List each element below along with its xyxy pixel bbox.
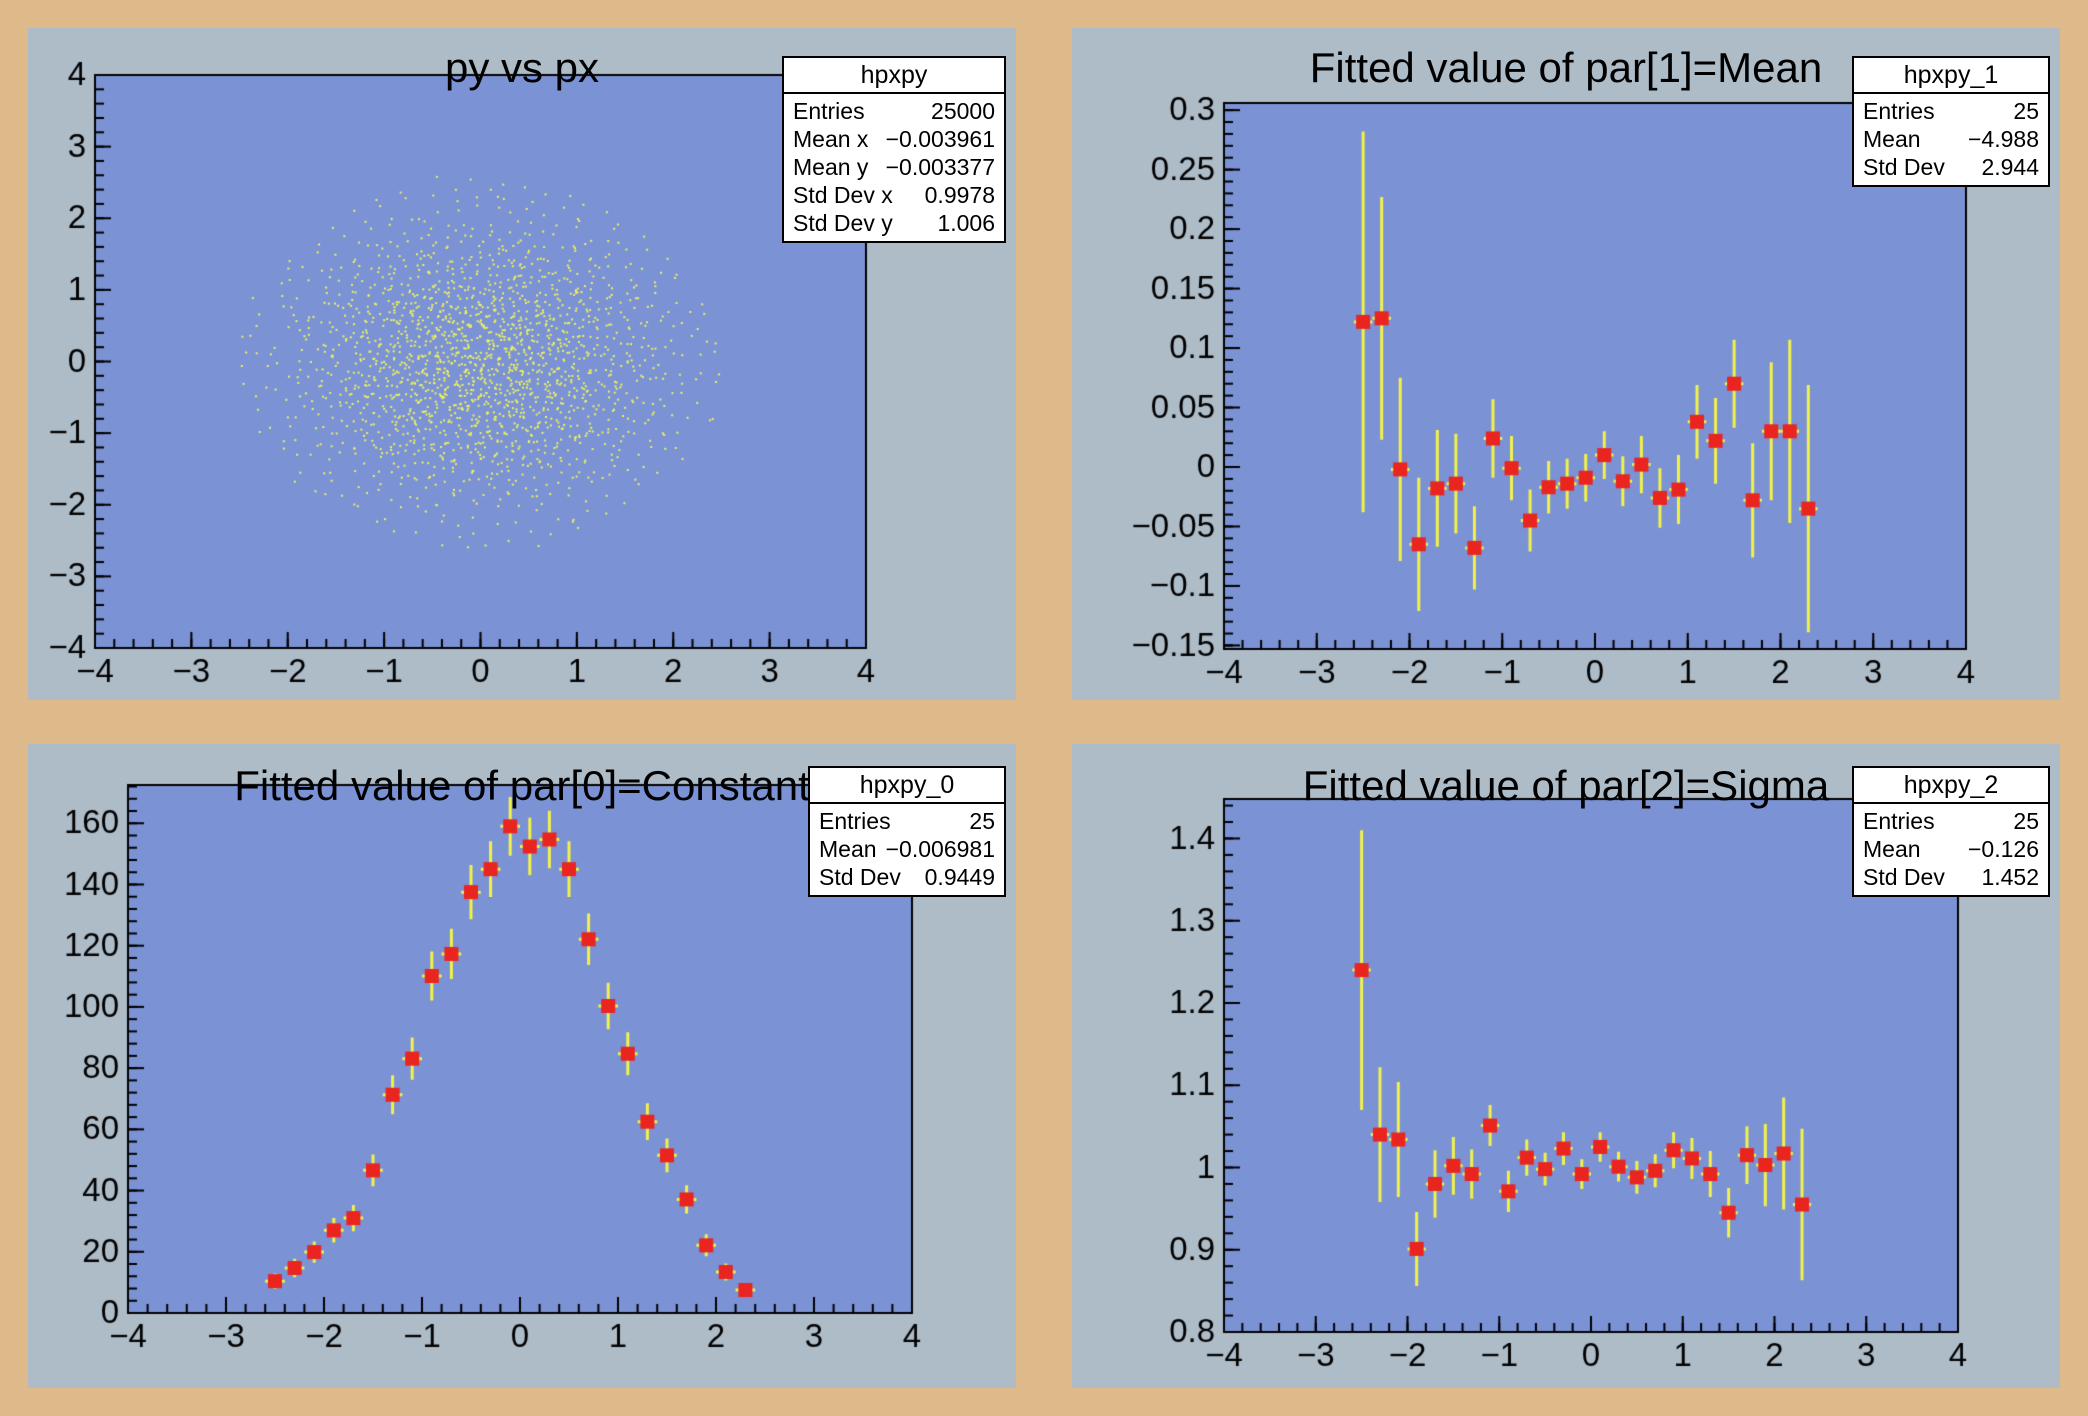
stats-box-title: hpxpy (784, 58, 1004, 94)
pad-fitted-constant: Fitted value of par[0]=Constant hpxpy_0 … (28, 744, 1016, 1388)
stats-rows: Entries 25 Mean −0.126 Std Dev 1.452 (1854, 804, 2048, 895)
stat-row: Std Dev 1.452 (1854, 863, 2048, 891)
stat-value: 25 (2013, 98, 2039, 124)
stat-label: Std Dev (1863, 864, 1945, 890)
stat-value: 25 (2013, 808, 2039, 834)
stat-value: 2.944 (1981, 154, 2039, 180)
stat-value: 25 (969, 808, 995, 834)
stat-label: Entries (1863, 808, 1935, 834)
stats-box-title: hpxpy_0 (810, 768, 1004, 804)
stat-label: Mean y (793, 154, 869, 180)
stat-value: 0.9978 (924, 182, 995, 208)
stat-value: −0.003377 (885, 154, 995, 180)
stat-row: Entries 25 (810, 807, 1004, 835)
stat-value: 1.006 (937, 210, 995, 236)
stat-value: −0.006981 (885, 836, 995, 862)
stat-row: Entries 25000 (784, 97, 1004, 125)
stat-label: Mean (819, 836, 877, 862)
stat-row: Entries 25 (1854, 97, 2048, 125)
stat-label: Std Dev (819, 864, 901, 890)
stat-value: −4.988 (1968, 126, 2039, 152)
stat-row: Mean −0.126 (1854, 835, 2048, 863)
stats-box-title: hpxpy_2 (1854, 768, 2048, 804)
stat-row: Std Dev 2.944 (1854, 153, 2048, 181)
stat-row: Mean −4.988 (1854, 125, 2048, 153)
stats-box[interactable]: hpxpy_1 Entries 25 Mean −4.988 Std Dev 2.944 (1852, 56, 2050, 187)
stat-label: Mean (1863, 126, 1921, 152)
stats-rows: Entries 25 Mean −0.006981 Std Dev 0.9449 (810, 804, 1004, 895)
stat-row: Mean −0.006981 (810, 835, 1004, 863)
stats-box[interactable]: hpxpy_2 Entries 25 Mean −0.126 Std Dev 1.452 (1852, 766, 2050, 897)
stat-row: Std Dev x 0.9978 (784, 181, 1004, 209)
stats-box[interactable]: hpxpy Entries 25000 Mean x −0.003961 Mean y −… (782, 56, 1006, 243)
stat-row: Mean y −0.003377 (784, 153, 1004, 181)
pad-fitted-sigma: Fitted value of par[2]=Sigma hpxpy_2 Ent… (1072, 744, 2060, 1388)
stat-value: 0.9449 (924, 864, 995, 890)
stat-label: Mean x (793, 126, 869, 152)
stat-label: Mean (1863, 836, 1921, 862)
stat-row: Std Dev 0.9449 (810, 863, 1004, 891)
pad-fitted-mean: Fitted value of par[1]=Mean hpxpy_1 Entr… (1072, 28, 2060, 700)
stats-box-title: hpxpy_1 (1854, 58, 2048, 94)
pad-py-vs-px: py vs px hpxpy Entries 25000 Mean x −0.0039… (28, 28, 1016, 700)
stat-label: Std Dev y (793, 210, 893, 236)
stat-label: Std Dev x (793, 182, 893, 208)
stat-label: Entries (793, 98, 865, 124)
stat-value: 1.452 (1981, 864, 2039, 890)
stat-row: Entries 25 (1854, 807, 2048, 835)
stat-label: Std Dev (1863, 154, 1945, 180)
stat-label: Entries (819, 808, 891, 834)
stats-rows: Entries 25 Mean −4.988 Std Dev 2.944 (1854, 94, 2048, 185)
stat-row: Std Dev y 1.006 (784, 209, 1004, 237)
stat-value: 25000 (931, 98, 995, 124)
stat-label: Entries (1863, 98, 1935, 124)
stats-rows: Entries 25000 Mean x −0.003961 Mean y −0.0033… (784, 94, 1004, 241)
stat-value: −0.126 (1968, 836, 2039, 862)
stat-value: −0.003961 (885, 126, 995, 152)
stat-row: Mean x −0.003961 (784, 125, 1004, 153)
stats-box[interactable]: hpxpy_0 Entries 25 Mean −0.006981 Std Dev 0.9… (808, 766, 1006, 897)
